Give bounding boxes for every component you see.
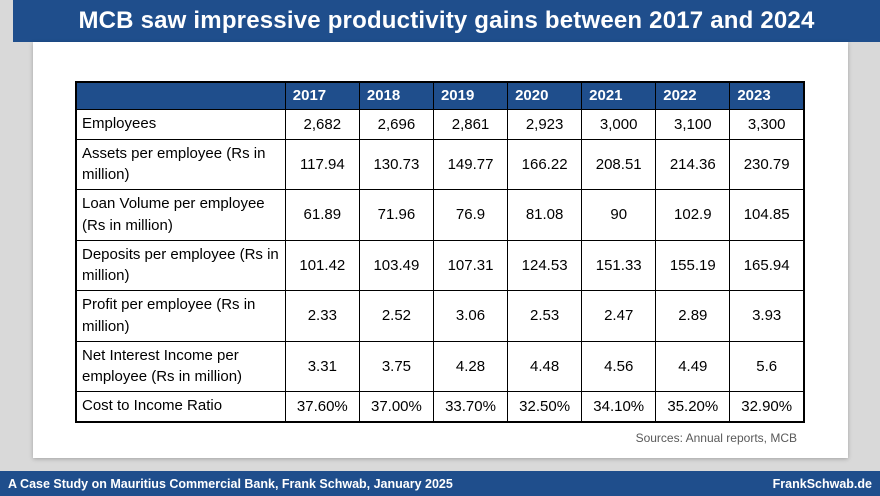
table-row: Loan Volume per employee (Rs in million)…: [75, 189, 805, 241]
value-cell: 76.9: [432, 189, 509, 241]
value-cell: 37.00%: [358, 391, 434, 422]
year-header-cell: 2021: [581, 81, 657, 110]
table-row: 2017 2018 2019 2020 2021 2022 2023: [75, 81, 805, 110]
year-header-cell: 2020: [507, 81, 583, 110]
value-cell: 104.85: [729, 189, 805, 241]
value-cell: 34.10%: [581, 391, 657, 422]
value-cell: 4.49: [655, 340, 731, 392]
value-cell: 3,000: [581, 108, 657, 140]
value-cell: 3.75: [358, 340, 434, 392]
value-cell: 166.22: [507, 138, 583, 190]
value-cell: 107.31: [432, 239, 509, 291]
table-body: Employees 2,682 2,696 2,861 2,923 3,000 3,100 3…: [75, 108, 805, 422]
row-label-cell: Employees: [75, 108, 286, 140]
value-cell: 32.90%: [729, 391, 805, 422]
year-header-cell: 2018: [358, 81, 434, 110]
value-cell: 4.28: [432, 340, 509, 392]
value-cell: 32.50%: [507, 391, 583, 422]
table-row: Net Interest Income per employee (Rs in …: [75, 340, 805, 392]
table-row: Deposits per employee (Rs in million) 101…: [75, 239, 805, 291]
value-cell: 2.53: [507, 290, 583, 342]
value-cell: 151.33: [581, 239, 657, 291]
value-cell: 90: [581, 189, 657, 241]
value-cell: 3.93: [729, 290, 805, 342]
table-row: Cost to Income Ratio 37.60% 37.00% 33.70% 32…: [75, 391, 805, 422]
table-row: Profit per employee (Rs in million) 2.33 2…: [75, 290, 805, 342]
value-cell: 149.77: [432, 138, 509, 190]
value-cell: 3,100: [655, 108, 731, 140]
value-cell: 37.60%: [284, 391, 360, 422]
value-cell: 2.47: [581, 290, 657, 342]
year-header-cell: 2017: [284, 81, 360, 110]
footer-right-link[interactable]: FrankSchwab.de: [772, 476, 872, 491]
value-cell: 165.94: [729, 239, 805, 291]
year-header-cell: 2019: [432, 81, 509, 110]
table-header-row: 2017 2018 2019 2020 2021 2022 2023: [75, 81, 805, 110]
row-label-cell: Loan Volume per employee (Rs in million): [75, 189, 286, 241]
table-row: Assets per employee (Rs in million) 117.9…: [75, 138, 805, 190]
value-cell: 2,696: [358, 108, 434, 140]
value-cell: 3,300: [729, 108, 805, 140]
value-cell: 61.89: [284, 189, 360, 241]
row-label-cell: Cost to Income Ratio: [75, 391, 286, 422]
value-cell: 102.9: [655, 189, 731, 241]
value-cell: 117.94: [284, 138, 360, 190]
productivity-table: 2017 2018 2019 2020 2021 2022 2023 Employees 2,…: [75, 81, 805, 423]
value-cell: 2.52: [358, 290, 434, 342]
value-cell: 214.36: [655, 138, 731, 190]
value-cell: 230.79: [729, 138, 805, 190]
slide-title: MCB saw impressive productivity gains be…: [78, 7, 815, 34]
value-cell: 155.19: [655, 239, 731, 291]
value-cell: 5.6: [729, 340, 805, 392]
table-row: Employees 2,682 2,696 2,861 2,923 3,000 3,100 3…: [75, 108, 805, 140]
value-cell: 3.31: [284, 340, 360, 392]
row-label-cell: Deposits per employee (Rs in million): [75, 239, 286, 291]
footer-left-text: A Case Study on Mauritius Commercial Ban…: [8, 476, 453, 491]
value-cell: 2.33: [284, 290, 360, 342]
value-cell: 71.96: [358, 189, 434, 241]
year-header-cell: 2022: [655, 81, 731, 110]
value-cell: 124.53: [507, 239, 583, 291]
value-cell: 4.48: [507, 340, 583, 392]
year-header-cell: 2023: [729, 81, 805, 110]
value-cell: 208.51: [581, 138, 657, 190]
content-card: 2017 2018 2019 2020 2021 2022 2023 Employees 2,…: [33, 42, 848, 458]
value-cell: 33.70%: [432, 391, 509, 422]
row-label-cell: Profit per employee (Rs in million): [75, 290, 286, 342]
sources-note: Sources: Annual reports, MCB: [635, 431, 797, 445]
value-cell: 35.20%: [655, 391, 731, 422]
title-banner: MCB saw impressive productivity gains be…: [13, 0, 880, 42]
row-label-cell: Net Interest Income per employee (Rs in …: [75, 340, 286, 392]
value-cell: 103.49: [358, 239, 434, 291]
value-cell: 2,861: [432, 108, 509, 140]
row-label-cell: Assets per employee (Rs in million): [75, 138, 286, 190]
header-corner-cell: [75, 81, 286, 110]
value-cell: 4.56: [581, 340, 657, 392]
value-cell: 81.08: [507, 189, 583, 241]
value-cell: 2.89: [655, 290, 731, 342]
value-cell: 2,923: [507, 108, 583, 140]
value-cell: 2,682: [284, 108, 360, 140]
value-cell: 130.73: [358, 138, 434, 190]
footer-bar: A Case Study on Mauritius Commercial Ban…: [0, 471, 880, 496]
value-cell: 101.42: [284, 239, 360, 291]
value-cell: 3.06: [432, 290, 509, 342]
